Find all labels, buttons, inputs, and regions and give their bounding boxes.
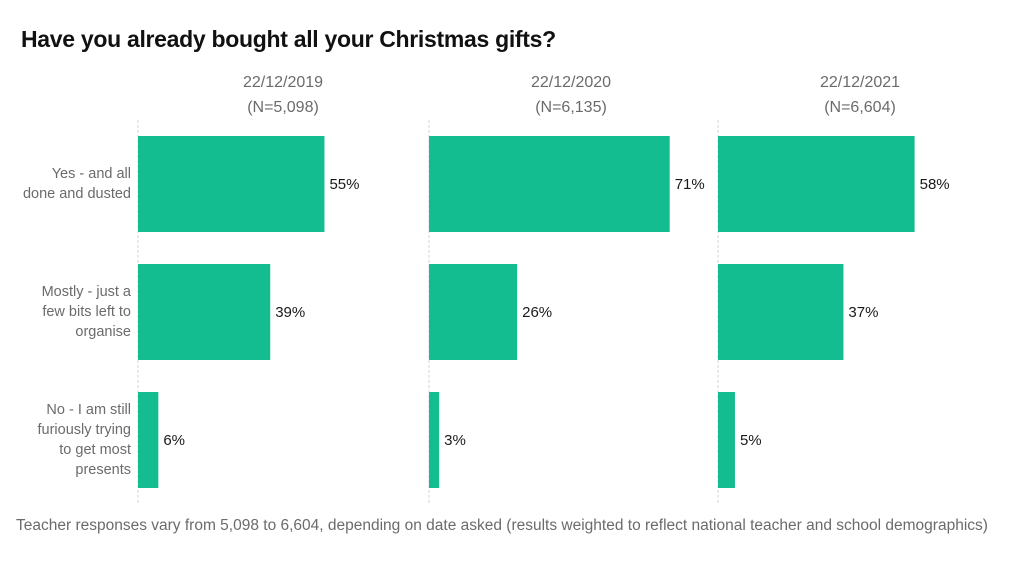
bar-2020-2 [429, 392, 440, 488]
bar-2019-0 [138, 136, 325, 232]
category-label-mostly: Mostly - just a few bits left to organis… [11, 282, 131, 342]
category-label-line: organise [75, 324, 131, 340]
footnote: Teacher responses vary from 5,098 to 6,6… [16, 517, 988, 534]
panel-header-2020: 22/12/2020 (N=6,135) [481, 70, 661, 120]
data-label: 37% [848, 304, 878, 321]
bar-2021-1 [718, 264, 844, 360]
data-label: 5% [740, 432, 762, 449]
bar-2020-0 [429, 136, 670, 232]
panel-sample-size: (N=6,604) [824, 99, 896, 116]
category-label-line: few bits left to [42, 304, 131, 320]
category-label-yes: Yes - and all done and dusted [11, 164, 131, 204]
data-label: 55% [329, 176, 359, 193]
panel-header-2021: 22/12/2021 (N=6,604) [770, 70, 950, 120]
bar-2021-2 [718, 392, 735, 488]
bar-2019-2 [138, 392, 159, 488]
panel-sample-size: (N=5,098) [247, 99, 319, 116]
category-label-line: furiously trying [37, 422, 131, 438]
bar-2019-1 [138, 264, 271, 360]
chart-title: Have you already bought all your Christm… [21, 26, 556, 52]
bar-2021-0 [718, 136, 915, 232]
panel-date: 22/12/2021 [819, 74, 901, 91]
data-label: 39% [275, 304, 305, 321]
data-label: 6% [163, 432, 185, 449]
panel-header-2019: 22/12/2019 (N=5,098) [193, 70, 373, 120]
data-label: 26% [522, 304, 552, 321]
category-label-line: No - I am still [46, 402, 131, 418]
category-label-no: No - I am still furiously trying to get … [11, 400, 131, 480]
category-label-line: Yes - and all [51, 166, 131, 182]
panel-sample-size: (N=6,135) [535, 99, 607, 116]
data-label: 58% [920, 176, 950, 193]
data-label: 71% [675, 176, 705, 193]
category-label-line: presents [75, 462, 131, 478]
bar-2020-1 [429, 264, 518, 360]
panel-date: 22/12/2019 [242, 74, 324, 91]
category-label-line: Mostly - just a [41, 284, 131, 300]
category-label-line: done and dusted [22, 186, 131, 202]
panel-date: 22/12/2020 [530, 74, 612, 91]
category-label-line: to get most [59, 442, 131, 458]
data-label: 3% [444, 432, 466, 449]
